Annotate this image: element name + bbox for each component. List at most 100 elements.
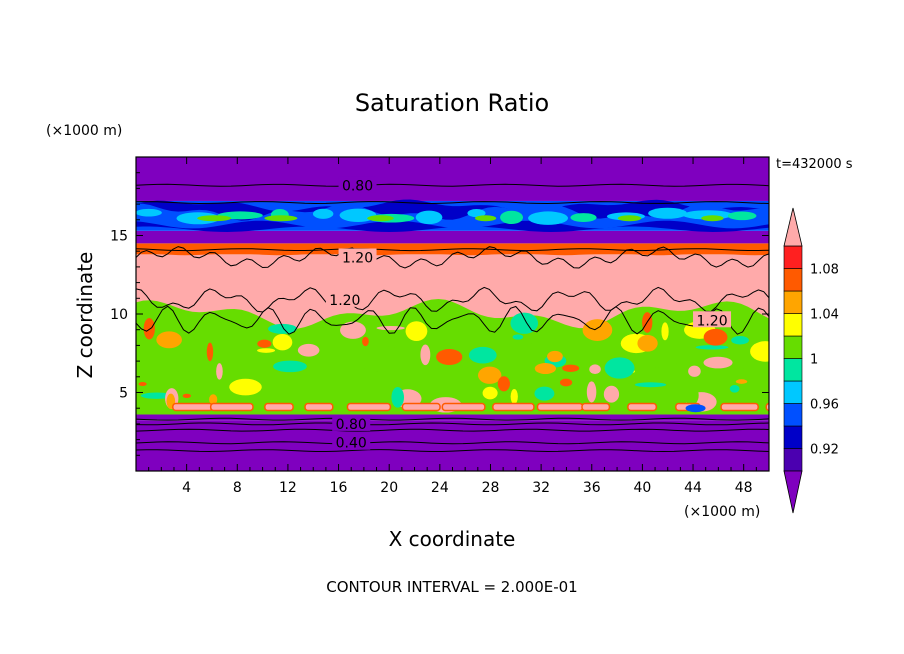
mid-patch <box>547 350 563 363</box>
field-band-7 <box>136 157 769 201</box>
x-axis-title: X coordinate <box>389 527 516 551</box>
mid-patch <box>559 378 573 387</box>
contour-line <box>136 246 769 269</box>
upper-patch <box>136 208 162 217</box>
mid-patch <box>362 336 369 347</box>
mid-patch <box>534 363 557 374</box>
cloud-base-patch <box>346 402 392 412</box>
upper-patch-blue <box>136 203 769 229</box>
contour-interval-note: CONTOUR INTERVAL = 2.000E-01 <box>326 578 577 596</box>
contour-label: 1.20 <box>342 250 373 266</box>
low-patch <box>685 404 706 413</box>
upper-patch <box>648 207 687 219</box>
contour-label: 0.80 <box>342 178 373 194</box>
mid-patch <box>661 322 669 341</box>
x-tick-label: 20 <box>380 480 398 496</box>
mid-patch <box>735 379 748 384</box>
mid-patch <box>376 325 405 331</box>
upper-patch <box>727 211 757 221</box>
cloud-base-patch <box>492 402 535 412</box>
y-unit-label: (×1000 m) <box>46 123 122 139</box>
mid-patch <box>750 341 769 362</box>
mid-patch <box>500 341 533 347</box>
mid-patch <box>562 364 580 372</box>
x-tick-label: 44 <box>684 480 702 496</box>
mid-patch <box>176 367 192 373</box>
mid-patch <box>436 348 463 365</box>
colorbar-tick-label: 1.08 <box>810 263 839 278</box>
mid-patch <box>703 356 733 369</box>
upper-patch <box>474 215 497 222</box>
cloud-base-patch <box>209 402 254 412</box>
time-label: t=432000 s <box>776 157 853 172</box>
cloud-base-patch <box>441 402 486 412</box>
x-tick-label: 16 <box>330 480 348 496</box>
colorbar-segment <box>783 425 803 449</box>
mid-patch <box>586 381 597 403</box>
mid-patch <box>206 342 214 362</box>
mid-patch <box>688 365 701 377</box>
upper-patch <box>500 210 524 225</box>
mid-patch <box>182 393 191 398</box>
mid-patch <box>603 385 620 403</box>
contour-label-bg <box>338 176 377 193</box>
mid-patch <box>731 335 749 345</box>
transition-band <box>136 244 769 256</box>
upper-patch <box>617 215 642 222</box>
mid-patch <box>273 360 307 373</box>
mid-patch <box>156 331 182 349</box>
cloud-base-patch <box>581 402 611 412</box>
colorbar-tick-label: 1.04 <box>810 308 839 323</box>
colorbar-tick-label: 1 <box>810 353 818 368</box>
colorbar-segment <box>783 448 803 472</box>
plot-area <box>136 157 769 471</box>
mid-patch <box>534 386 555 401</box>
cloud-base-patch <box>304 402 334 412</box>
colorbar-segment <box>783 335 803 359</box>
x-tick-label: 32 <box>532 480 550 496</box>
cloud-base-patch <box>401 402 441 412</box>
cloud-base-patch <box>720 402 759 412</box>
mid-patch <box>405 321 428 341</box>
contour-line <box>136 422 769 426</box>
colorbar-segment <box>783 380 803 404</box>
mid-patch <box>209 394 218 405</box>
contour-label: 0.40 <box>336 436 367 452</box>
mid-patch <box>604 357 635 379</box>
field-band-1 <box>136 414 769 421</box>
mid-patch <box>420 344 431 366</box>
mid-patch <box>637 335 658 352</box>
contour-label: 1.20 <box>329 293 360 309</box>
mid-patch <box>497 376 510 392</box>
x-tick-label: 28 <box>482 480 500 496</box>
upper-patch <box>528 211 569 225</box>
x-unit-label: (×1000 m) <box>684 504 760 520</box>
mid-patch <box>627 378 641 397</box>
colorbar-segment <box>783 358 803 382</box>
y-tick-label: 5 <box>119 386 128 402</box>
x-tick-label: 4 <box>182 480 191 496</box>
upper-patch <box>570 213 597 223</box>
chart-title: Saturation Ratio <box>355 89 549 117</box>
mid-patch <box>272 334 293 351</box>
x-tick-label: 36 <box>583 480 601 496</box>
colorbar-min-arrow <box>783 470 803 514</box>
field-band-5 <box>136 230 769 244</box>
colorbar-segment <box>783 245 803 269</box>
mid-patch <box>216 363 223 380</box>
mid-patch <box>138 381 147 387</box>
y-tick-label: 15 <box>110 229 128 245</box>
mid-patch <box>695 345 729 350</box>
mid-patch <box>297 343 320 357</box>
mid-patch <box>510 312 539 334</box>
contour-lines <box>136 183 769 453</box>
contour-line <box>136 449 769 453</box>
upper-patch <box>197 215 232 222</box>
mid-patch <box>229 378 262 396</box>
mid-patch <box>729 384 740 393</box>
mid-patch <box>140 392 173 399</box>
contour-labels: 0.80 1.20 1.20 1.20 0.80 0.40 <box>325 176 732 452</box>
mid-patch <box>482 386 498 400</box>
x-tick-label: 24 <box>431 480 449 496</box>
mid-patch <box>201 383 225 391</box>
